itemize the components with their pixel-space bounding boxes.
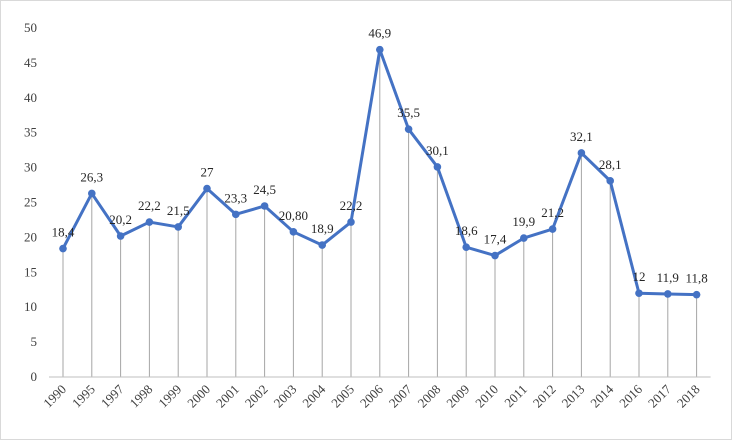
data-markers (59, 45, 701, 299)
data-point (635, 289, 643, 298)
data-label: 26,3 (80, 169, 103, 184)
data-label: 20,80 (279, 208, 308, 223)
data-point (203, 184, 211, 193)
drop-lines (62, 49, 698, 377)
x-tick-label: 2005 (328, 382, 357, 411)
x-tick-label: 2010 (472, 382, 501, 411)
x-tick-label: 2011 (501, 382, 530, 411)
x-tick-label: 2003 (271, 382, 300, 411)
x-tick-label: 2006 (357, 381, 386, 410)
data-point (692, 290, 701, 299)
x-tick-label: 1999 (155, 382, 184, 411)
data-point (145, 218, 154, 226)
data-label: 12 (633, 269, 646, 284)
data-point (347, 218, 355, 226)
y-tick-label: 25 (24, 195, 37, 210)
x-tick-label: 2017 (645, 381, 674, 410)
data-point (433, 163, 442, 171)
data-point (232, 210, 240, 219)
data-label: 18,4 (52, 225, 75, 240)
x-tick-label: 2014 (587, 381, 616, 410)
y-tick-label: 10 (24, 299, 37, 314)
x-tick-label: 1990 (40, 382, 69, 411)
x-tick-label: 2008 (415, 382, 444, 411)
y-tick-label: 0 (31, 369, 38, 384)
data-label: 17,4 (484, 232, 507, 247)
data-point (577, 149, 586, 157)
data-label: 19,9 (512, 214, 535, 229)
data-point (548, 225, 557, 233)
y-tick-label: 30 (24, 160, 37, 175)
x-tick-label: 2004 (299, 381, 328, 410)
x-tick-label: 2009 (443, 382, 472, 411)
x-tick-label: 2012 (530, 382, 559, 411)
data-point (664, 290, 672, 298)
data-label: 22,2 (340, 198, 363, 213)
data-label: 35,5 (397, 105, 420, 120)
y-tick-label: 35 (24, 125, 37, 140)
data-point (59, 244, 67, 253)
data-label: 23,3 (224, 190, 247, 205)
data-label: 11,9 (657, 270, 679, 285)
data-label: 18,6 (455, 223, 478, 238)
data-point (462, 243, 471, 251)
data-point (491, 251, 499, 260)
data-point (174, 223, 182, 231)
data-point (88, 189, 96, 198)
data-label: 21,2 (541, 205, 564, 220)
data-label: 32,1 (570, 129, 593, 144)
y-axis-ticks: 0 5 10 15 20 25 30 35 40 45 50 (24, 20, 37, 384)
data-label: 24,5 (253, 182, 276, 197)
y-tick-label: 15 (24, 264, 37, 279)
y-tick-label: 45 (24, 55, 37, 70)
data-point (606, 177, 614, 185)
x-tick-label: 2016 (616, 381, 645, 410)
x-tick-label: 2018 (674, 382, 703, 411)
data-point (376, 45, 384, 54)
data-label: 20,2 (109, 212, 132, 227)
data-label: 21,5 (167, 203, 190, 218)
data-label: 11,8 (685, 271, 707, 286)
y-tick-label: 5 (31, 334, 38, 349)
x-tick-label: 2000 (184, 382, 213, 411)
x-tick-label: 2013 (559, 382, 588, 411)
data-point (520, 234, 528, 242)
data-point (116, 232, 125, 240)
x-axis-ticks: 1990 1995 1997 1998 1999 2000 2001 2002 2003 2004… (40, 381, 703, 410)
data-label: 28,1 (599, 157, 622, 172)
x-tick-label: 2007 (386, 381, 415, 410)
data-label: 46,9 (368, 26, 391, 41)
x-tick-label: 2001 (213, 382, 242, 411)
y-tick-label: 50 (24, 20, 37, 35)
y-tick-label: 40 (24, 90, 37, 105)
data-point (260, 202, 269, 210)
x-tick-label: 1995 (69, 382, 98, 411)
data-label: 27 (201, 165, 215, 180)
y-tick-label: 20 (24, 229, 37, 244)
data-label: 30,1 (426, 143, 449, 158)
data-label: 22,2 (138, 198, 161, 213)
data-point (404, 125, 413, 134)
x-tick-label: 2002 (242, 382, 271, 411)
x-tick-label: 1998 (127, 382, 156, 411)
data-point (318, 241, 327, 249)
data-label: 18,9 (311, 221, 334, 236)
data-point (289, 228, 298, 236)
x-tick-label: 1997 (98, 381, 127, 410)
